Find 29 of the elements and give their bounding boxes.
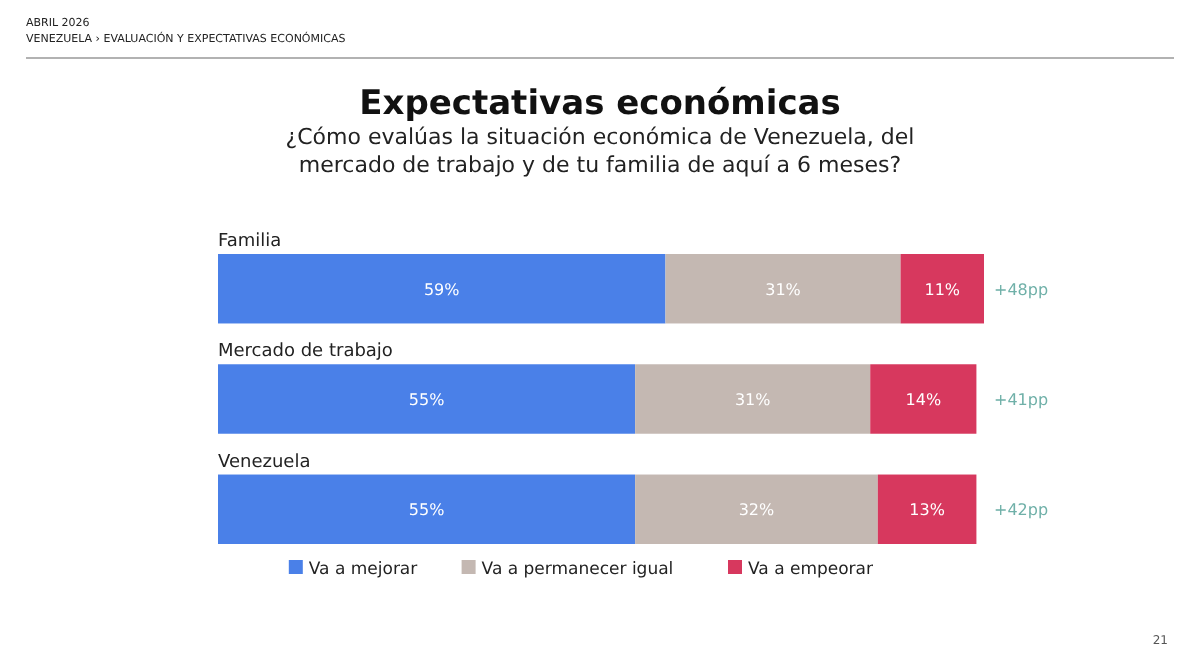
- chart-title: Expectativas económicas: [359, 84, 841, 124]
- y-tick-label: Familia: [218, 232, 282, 252]
- data-label: 31%: [765, 280, 802, 299]
- text: +42pp: [994, 501, 1049, 520]
- text: +41pp: [994, 391, 1049, 409]
- data-label: 32%: [738, 501, 776, 520]
- chart-subtitle: ¿Cómo evalúas la situación económica de Venezuela, del mercado de trabajo y de tu familia de aquí a 6 meses?: [285, 124, 915, 178]
- data-label: 11%: [924, 280, 961, 299]
- data-label: 14%: [905, 391, 942, 409]
- data-label: 31%: [734, 391, 772, 409]
- data-label: 13%: [909, 501, 946, 520]
- y-tick-label: Mercado de trabajo: [218, 342, 394, 363]
- y-tick-label: Venezuela: [218, 452, 311, 473]
- legend-label: Va a empeorar: [748, 560, 875, 580]
- bar: [218, 474, 636, 544]
- bar: [900, 254, 984, 324]
- bar: [218, 364, 636, 434]
- data-label: 55%: [408, 501, 446, 520]
- legend-label: Va a permanecer igual: [481, 560, 674, 580]
- text: +48pp: [994, 280, 1049, 299]
- data-label: 55%: [408, 391, 446, 409]
- bar: [877, 474, 977, 544]
- bar: [635, 364, 871, 434]
- bar: [665, 254, 901, 324]
- bar: [218, 254, 666, 324]
- data-label: 59%: [423, 280, 461, 299]
- bar: [635, 474, 878, 544]
- bar: [870, 364, 977, 434]
- legend-label: Va a mejorar: [308, 560, 419, 580]
